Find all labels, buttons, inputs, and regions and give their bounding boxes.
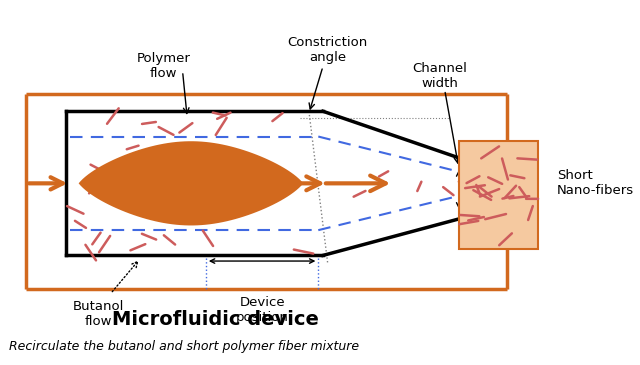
Text: Microfluidic device: Microfluidic device [112, 310, 319, 329]
Text: Butanol
flow: Butanol flow [72, 300, 124, 328]
Text: Constriction
angle: Constriction angle [287, 36, 368, 64]
Text: Channel
width: Channel width [413, 62, 467, 90]
Text: Device
position: Device position [236, 296, 289, 324]
Text: Polymer
flow: Polymer flow [137, 52, 191, 80]
Text: Recirculate the butanol and short polymer fiber mixture: Recirculate the butanol and short polyme… [10, 340, 360, 353]
FancyBboxPatch shape [459, 141, 538, 249]
Text: Short
Nano-fibers: Short Nano-fibers [557, 169, 634, 197]
PathPatch shape [79, 141, 303, 226]
